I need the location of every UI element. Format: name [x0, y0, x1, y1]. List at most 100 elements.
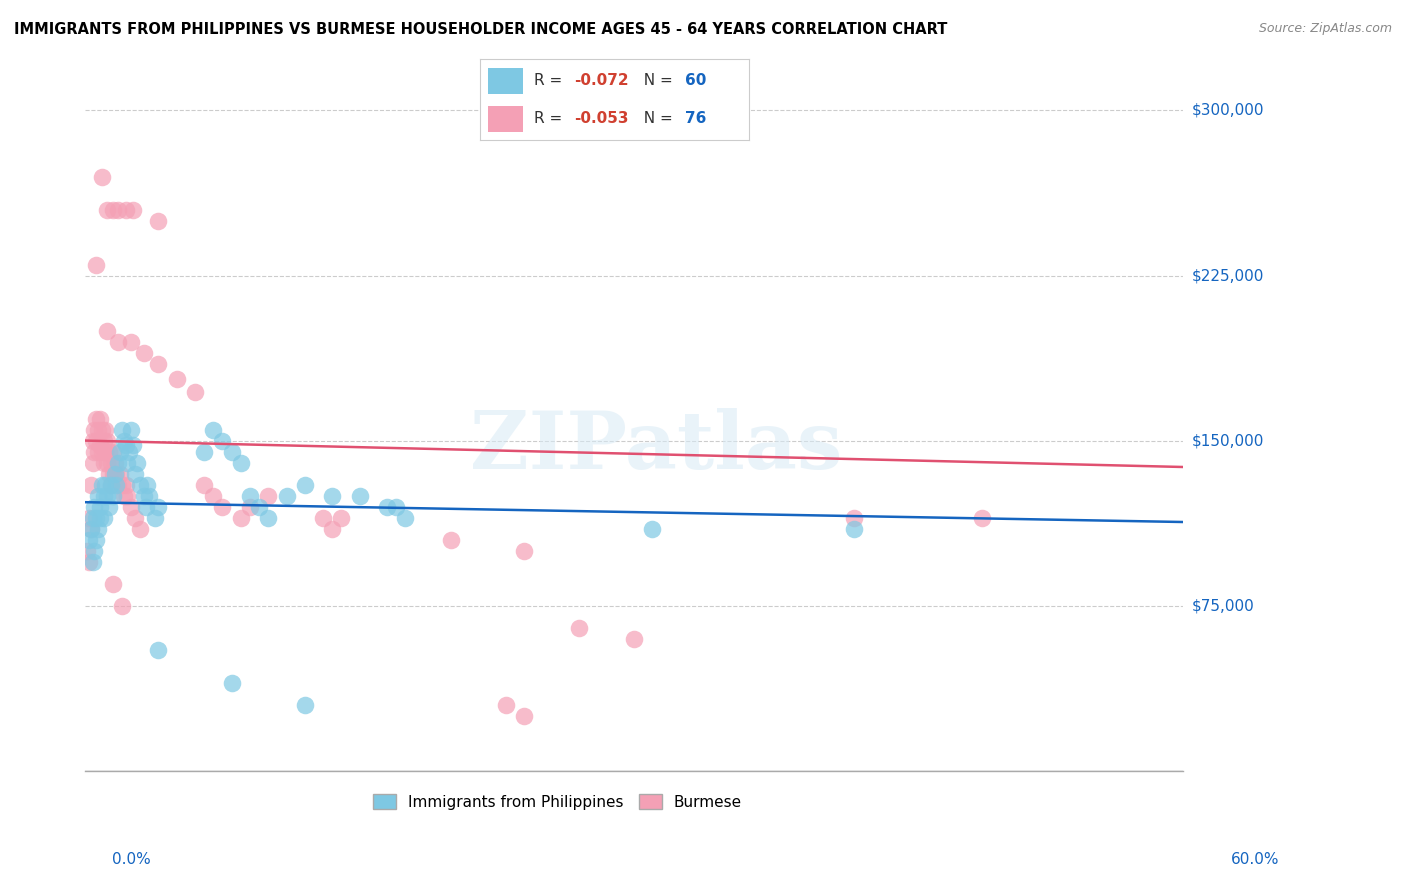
- Point: [96, 434, 118, 448]
- Point: [138, 489, 160, 503]
- Point: [129, 477, 152, 491]
- Point: [100, 477, 122, 491]
- Point: [111, 423, 134, 437]
- Point: [101, 467, 124, 481]
- Point: [108, 467, 131, 481]
- Point: [93, 510, 115, 524]
- Point: [120, 500, 142, 514]
- Point: [623, 632, 645, 646]
- Point: [148, 500, 170, 514]
- Point: [96, 456, 118, 470]
- Legend: Immigrants from Philippines, Burmese: Immigrants from Philippines, Burmese: [367, 788, 748, 816]
- Point: [121, 438, 143, 452]
- Point: [294, 477, 316, 491]
- Point: [76, 543, 98, 558]
- Point: [89, 510, 111, 524]
- Text: $75,000: $75,000: [1192, 599, 1254, 613]
- Point: [105, 477, 128, 491]
- Point: [94, 423, 117, 437]
- Point: [101, 202, 124, 217]
- Point: [294, 698, 316, 712]
- Point: [114, 438, 136, 452]
- Point: [440, 533, 463, 547]
- Point: [87, 444, 110, 458]
- Point: [82, 555, 104, 569]
- Point: [100, 477, 122, 491]
- Point: [96, 202, 118, 217]
- Point: [229, 456, 252, 470]
- Point: [101, 444, 124, 458]
- Point: [84, 258, 107, 272]
- Text: ZIPatlas: ZIPatlas: [470, 408, 842, 486]
- Point: [112, 434, 135, 448]
- Point: [90, 477, 112, 491]
- Point: [103, 467, 125, 481]
- Point: [211, 434, 233, 448]
- Point: [101, 489, 124, 503]
- Point: [82, 456, 104, 470]
- Point: [221, 444, 243, 458]
- Text: $150,000: $150,000: [1192, 434, 1264, 448]
- Point: [90, 169, 112, 184]
- Point: [143, 510, 166, 524]
- Point: [121, 202, 143, 217]
- Point: [229, 510, 252, 524]
- Point: [89, 411, 111, 425]
- Point: [120, 423, 142, 437]
- Point: [114, 202, 136, 217]
- Point: [239, 489, 262, 503]
- Point: [112, 489, 135, 503]
- Point: [77, 555, 100, 569]
- Point: [568, 621, 591, 635]
- Point: [84, 434, 107, 448]
- Point: [117, 489, 139, 503]
- Point: [87, 522, 110, 536]
- Point: [124, 510, 146, 524]
- Point: [125, 456, 148, 470]
- Text: Source: ZipAtlas.com: Source: ZipAtlas.com: [1258, 22, 1392, 36]
- Point: [80, 477, 103, 491]
- Point: [98, 444, 121, 458]
- Point: [83, 444, 105, 458]
- Text: $300,000: $300,000: [1192, 103, 1264, 118]
- Point: [495, 698, 517, 712]
- Point: [349, 489, 371, 503]
- Point: [90, 423, 112, 437]
- Point: [148, 357, 170, 371]
- Point: [111, 599, 134, 613]
- Point: [82, 510, 104, 524]
- Point: [77, 533, 100, 547]
- Point: [211, 500, 233, 514]
- Point: [84, 411, 107, 425]
- Point: [80, 522, 103, 536]
- Point: [257, 510, 280, 524]
- Point: [89, 500, 111, 514]
- Point: [193, 444, 215, 458]
- Point: [107, 202, 129, 217]
- Point: [84, 533, 107, 547]
- Point: [136, 477, 159, 491]
- Point: [80, 522, 103, 536]
- Point: [107, 456, 129, 470]
- Point: [98, 467, 121, 481]
- Point: [166, 372, 188, 386]
- Point: [202, 489, 225, 503]
- Point: [87, 423, 110, 437]
- Point: [89, 438, 111, 452]
- Point: [132, 489, 155, 503]
- Point: [513, 543, 536, 558]
- Point: [321, 522, 343, 536]
- Point: [221, 675, 243, 690]
- Text: 60.0%: 60.0%: [1232, 852, 1279, 867]
- Point: [94, 477, 117, 491]
- Point: [330, 510, 353, 524]
- Point: [94, 444, 117, 458]
- Point: [312, 510, 335, 524]
- Point: [82, 434, 104, 448]
- Point: [108, 444, 131, 458]
- Point: [118, 444, 141, 458]
- Point: [132, 345, 155, 359]
- Point: [83, 543, 105, 558]
- Point: [184, 385, 207, 400]
- Point: [93, 489, 115, 503]
